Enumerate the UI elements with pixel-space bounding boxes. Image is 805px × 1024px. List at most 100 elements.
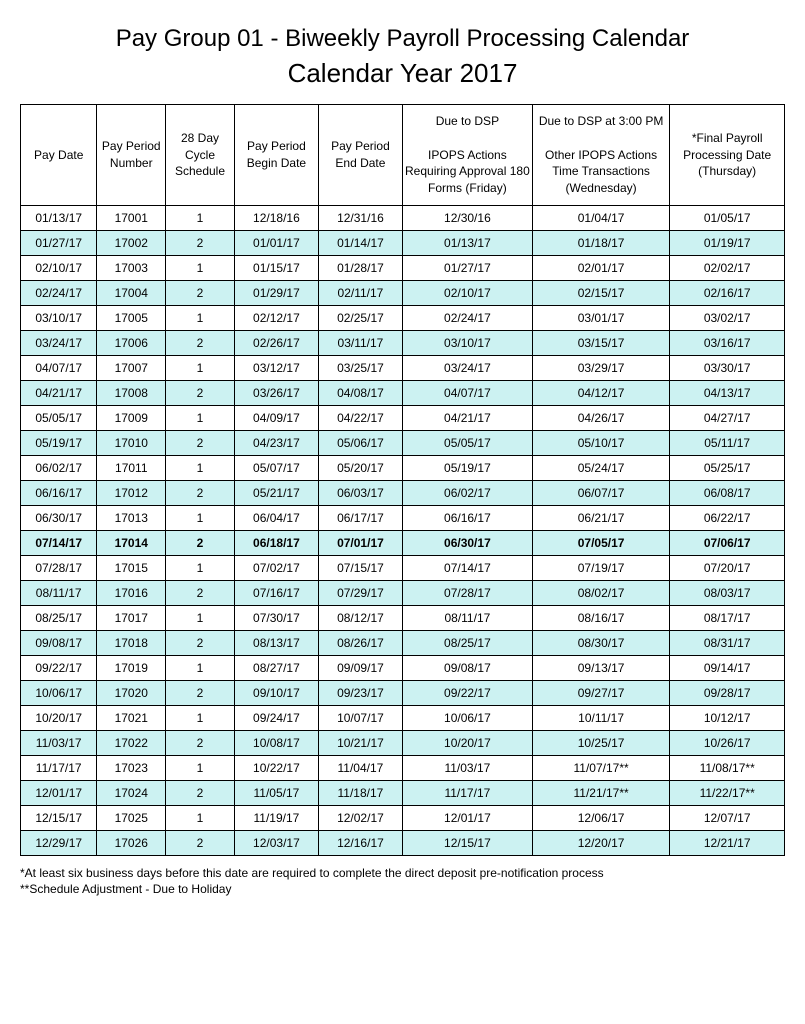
- cell: 10/07/17: [318, 705, 402, 730]
- table-row: 04/07/1717007103/12/1703/25/1703/24/1703…: [21, 355, 785, 380]
- cell: 09/10/17: [234, 680, 318, 705]
- cell: 1: [166, 605, 235, 630]
- cell: 06/22/17: [670, 505, 785, 530]
- cell: 12/15/17: [21, 805, 97, 830]
- cell: 06/08/17: [670, 480, 785, 505]
- table-row: 11/17/1717023110/22/1711/04/1711/03/1711…: [21, 755, 785, 780]
- cell: 03/12/17: [234, 355, 318, 380]
- cell: 10/21/17: [318, 730, 402, 755]
- cell: 07/20/17: [670, 555, 785, 580]
- cell: 09/08/17: [21, 630, 97, 655]
- cell: 10/06/17: [21, 680, 97, 705]
- table-row: 02/10/1717003101/15/1701/28/1701/27/1702…: [21, 255, 785, 280]
- page-subtitle: Calendar Year 2017: [20, 58, 785, 89]
- cell: 02/01/17: [532, 255, 670, 280]
- cell: 08/26/17: [318, 630, 402, 655]
- cell: 1: [166, 405, 235, 430]
- cell: 1: [166, 655, 235, 680]
- cell: 03/01/17: [532, 305, 670, 330]
- cell: 17008: [97, 380, 166, 405]
- cell: 03/26/17: [234, 380, 318, 405]
- cell: 08/17/17: [670, 605, 785, 630]
- page-title: Pay Group 01 - Biweekly Payroll Processi…: [20, 25, 785, 53]
- cell: 12/18/16: [234, 205, 318, 230]
- cell: 2: [166, 280, 235, 305]
- cell: 2: [166, 580, 235, 605]
- cell: 03/25/17: [318, 355, 402, 380]
- cell: 07/28/17: [21, 555, 97, 580]
- table-row: 03/10/1717005102/12/1702/25/1702/24/1703…: [21, 305, 785, 330]
- cell: 17005: [97, 305, 166, 330]
- cell: 11/17/17: [402, 780, 532, 805]
- cell: 04/09/17: [234, 405, 318, 430]
- cell: 05/11/17: [670, 430, 785, 455]
- cell: 17014: [97, 530, 166, 555]
- cell: 12/20/17: [532, 830, 670, 855]
- cell: 12/30/16: [402, 205, 532, 230]
- cell: 11/03/17: [21, 730, 97, 755]
- table-row: 01/27/1717002201/01/1701/14/1701/13/1701…: [21, 230, 785, 255]
- cell: 10/25/17: [532, 730, 670, 755]
- cell: 09/22/17: [402, 680, 532, 705]
- cell: 02/16/17: [670, 280, 785, 305]
- cell: 01/19/17: [670, 230, 785, 255]
- cell: 2: [166, 380, 235, 405]
- cell: 12/21/17: [670, 830, 785, 855]
- cell: 17003: [97, 255, 166, 280]
- table-row: 06/30/1717013106/04/1706/17/1706/16/1706…: [21, 505, 785, 530]
- cell: 07/16/17: [234, 580, 318, 605]
- cell: 17025: [97, 805, 166, 830]
- cell: 07/30/17: [234, 605, 318, 630]
- cell: 2: [166, 330, 235, 355]
- cell: 12/31/16: [318, 205, 402, 230]
- cell: 05/20/17: [318, 455, 402, 480]
- cell: 17002: [97, 230, 166, 255]
- col-header-4: Pay Period End Date: [318, 105, 402, 206]
- cell: 17020: [97, 680, 166, 705]
- table-row: 05/19/1717010204/23/1705/06/1705/05/1705…: [21, 430, 785, 455]
- table-row: 12/29/1717026212/03/1712/16/1712/15/1712…: [21, 830, 785, 855]
- cell: 08/27/17: [234, 655, 318, 680]
- cell: 11/19/17: [234, 805, 318, 830]
- footnote-1: **Schedule Adjustment - Due to Holiday: [20, 882, 785, 896]
- table-body: 01/13/1717001112/18/1612/31/1612/30/1601…: [21, 205, 785, 855]
- cell: 04/27/17: [670, 405, 785, 430]
- cell: 02/24/17: [21, 280, 97, 305]
- col-header-5: Due to DSPIPOPS Actions Requiring Approv…: [402, 105, 532, 206]
- cell: 01/28/17: [318, 255, 402, 280]
- cell: 02/15/17: [532, 280, 670, 305]
- table-row: 07/14/1717014206/18/1707/01/1706/30/1707…: [21, 530, 785, 555]
- cell: 17010: [97, 430, 166, 455]
- cell: 10/06/17: [402, 705, 532, 730]
- cell: 17011: [97, 455, 166, 480]
- cell: 06/04/17: [234, 505, 318, 530]
- cell: 06/18/17: [234, 530, 318, 555]
- cell: 10/20/17: [21, 705, 97, 730]
- table-row: 04/21/1717008203/26/1704/08/1704/07/1704…: [21, 380, 785, 405]
- cell: 05/19/17: [21, 430, 97, 455]
- cell: 06/17/17: [318, 505, 402, 530]
- cell: 04/08/17: [318, 380, 402, 405]
- cell: 05/21/17: [234, 480, 318, 505]
- cell: 02/12/17: [234, 305, 318, 330]
- cell: 10/22/17: [234, 755, 318, 780]
- cell: 1: [166, 805, 235, 830]
- cell: 04/22/17: [318, 405, 402, 430]
- cell: 12/03/17: [234, 830, 318, 855]
- cell: 11/18/17: [318, 780, 402, 805]
- cell: 07/28/17: [402, 580, 532, 605]
- col-header-2: 28 Day Cycle Schedule: [166, 105, 235, 206]
- cell: 09/14/17: [670, 655, 785, 680]
- cell: 10/12/17: [670, 705, 785, 730]
- cell: 03/15/17: [532, 330, 670, 355]
- table-row: 03/24/1717006202/26/1703/11/1703/10/1703…: [21, 330, 785, 355]
- table-row: 06/02/1717011105/07/1705/20/1705/19/1705…: [21, 455, 785, 480]
- cell: 12/01/17: [21, 780, 97, 805]
- cell: 09/09/17: [318, 655, 402, 680]
- cell: 01/15/17: [234, 255, 318, 280]
- cell: 17013: [97, 505, 166, 530]
- cell: 04/07/17: [402, 380, 532, 405]
- cell: 2: [166, 730, 235, 755]
- table-row: 02/24/1717004201/29/1702/11/1702/10/1702…: [21, 280, 785, 305]
- cell: 01/13/17: [21, 205, 97, 230]
